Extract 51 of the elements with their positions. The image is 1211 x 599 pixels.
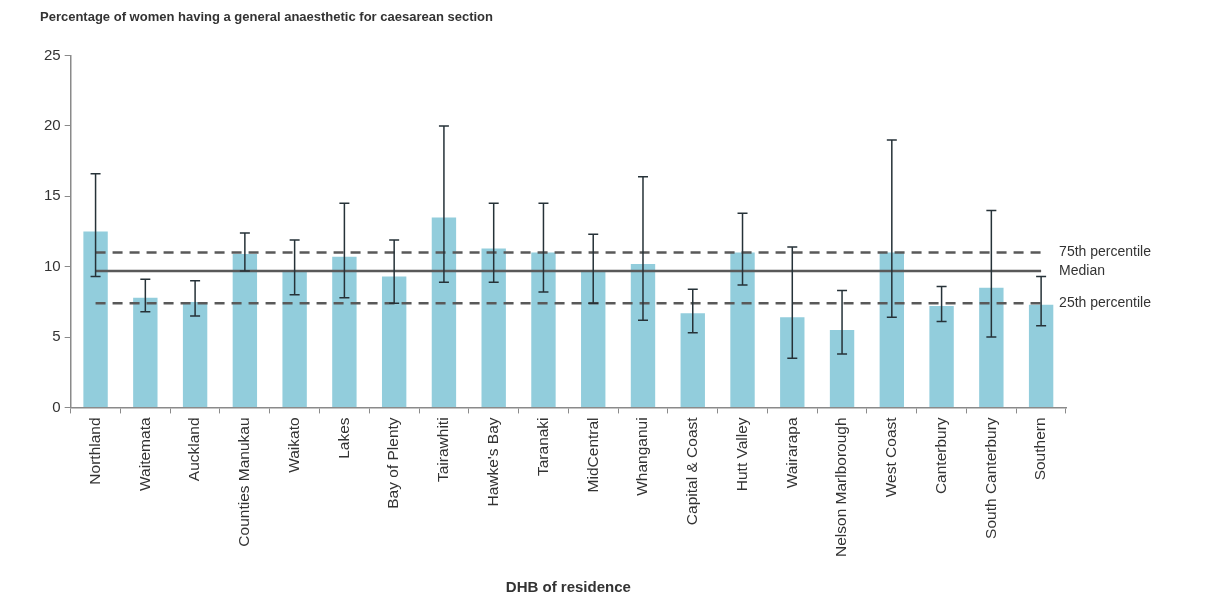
x-tick-label: South Canterbury bbox=[981, 417, 999, 539]
x-tick-label: Waikato bbox=[284, 417, 302, 473]
bar bbox=[1028, 304, 1054, 407]
bar bbox=[381, 276, 407, 407]
bar bbox=[829, 330, 855, 407]
y-tick-label: 25 bbox=[44, 45, 61, 63]
x-tick-label: Hutt Valley bbox=[732, 417, 750, 492]
x-axis-title: DHB of residence bbox=[505, 578, 631, 596]
y-tick-label: 15 bbox=[44, 186, 61, 204]
x-tick-label: West Coast bbox=[882, 416, 900, 498]
x-tick-label: Auckland bbox=[185, 417, 203, 482]
bar bbox=[232, 254, 258, 407]
bar bbox=[133, 297, 158, 407]
x-tick-label: Bay of Plenty bbox=[384, 417, 402, 509]
x-tick-label: Southern bbox=[1031, 417, 1049, 481]
y-tick-label: 5 bbox=[52, 327, 61, 345]
bar bbox=[630, 263, 656, 407]
bar bbox=[929, 306, 954, 407]
bar bbox=[879, 252, 905, 407]
x-tick-label: Waitemata bbox=[135, 417, 153, 491]
bar bbox=[83, 231, 108, 407]
bar bbox=[431, 217, 457, 407]
x-tick-label: Canterbury bbox=[931, 417, 949, 495]
bar bbox=[979, 287, 1004, 407]
bar bbox=[531, 252, 556, 407]
ref-line-label: 75th percentile bbox=[1059, 243, 1152, 260]
y-tick-label: 10 bbox=[44, 256, 61, 274]
bar bbox=[581, 270, 606, 407]
x-tick-label: MidCentral bbox=[583, 417, 601, 493]
x-tick-label: Northland bbox=[85, 417, 103, 485]
y-tick-label: 0 bbox=[52, 397, 61, 415]
x-tick-label: Tairawhiti bbox=[434, 417, 452, 483]
bar bbox=[282, 270, 307, 407]
bar bbox=[332, 256, 357, 407]
ref-line-label: 25th percentile bbox=[1059, 294, 1152, 311]
ref-line-label: Median bbox=[1059, 261, 1106, 278]
x-tick-label: Lakes bbox=[334, 417, 352, 459]
x-tick-label: Taranaki bbox=[533, 417, 551, 477]
bar bbox=[780, 317, 805, 407]
chart-title: Percentage of women having a general anaesthetic for caesarean section bbox=[40, 9, 494, 25]
bar bbox=[182, 301, 208, 407]
x-tick-label: Capital & Coast bbox=[683, 416, 701, 526]
x-tick-label: Whanganui bbox=[633, 417, 651, 496]
y-tick-label: 20 bbox=[44, 116, 61, 134]
bar bbox=[481, 248, 506, 407]
bar bbox=[680, 313, 705, 407]
bar bbox=[730, 252, 755, 407]
x-tick-label: Nelson Marlborough bbox=[832, 417, 850, 557]
x-tick-label: Counties Manukau bbox=[235, 417, 253, 547]
x-tick-label: Wairarapa bbox=[782, 417, 800, 489]
x-tick-label: Hawke's Bay bbox=[483, 417, 501, 507]
